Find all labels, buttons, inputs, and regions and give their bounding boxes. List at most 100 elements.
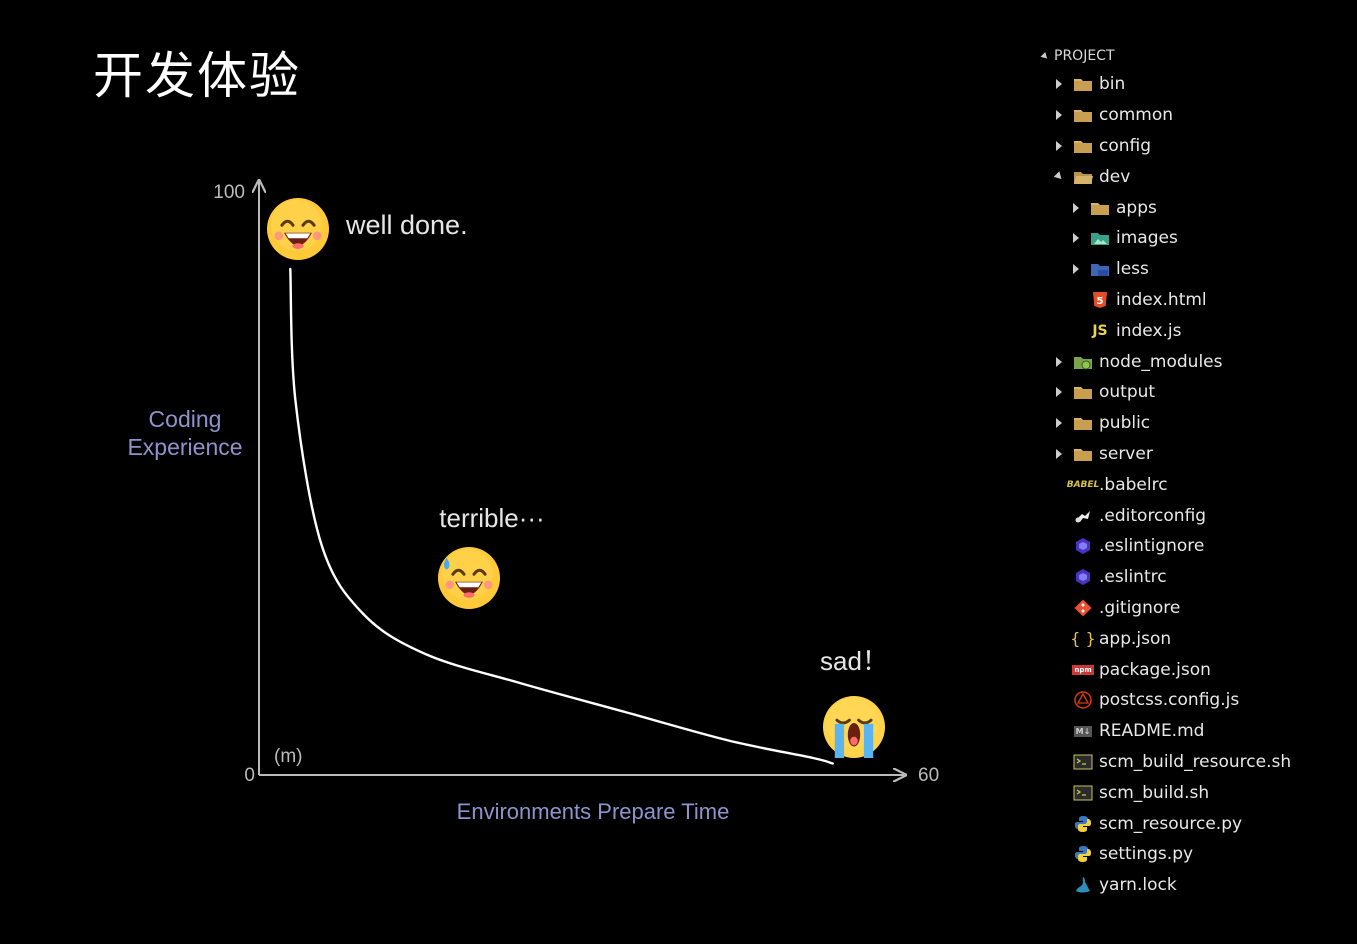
html5-icon: 5	[1087, 290, 1113, 310]
tree-file-item[interactable]: .eslintignore	[1036, 531, 1346, 562]
eye-left	[280, 219, 295, 227]
tree-item-label: .babelrc	[1099, 474, 1168, 495]
eye-right	[301, 219, 316, 227]
shell-icon	[1070, 783, 1096, 803]
blush-right	[312, 231, 322, 241]
js-icon: JS	[1092, 322, 1108, 339]
x-unit-label: (m)	[274, 746, 302, 767]
twisty-spacer	[1048, 814, 1070, 834]
file-explorer: PROJECT bin common config dev apps images less…	[1036, 43, 1346, 901]
eye-right	[472, 568, 487, 576]
tree-item-label: config	[1099, 135, 1152, 156]
tree-item-label: server	[1099, 443, 1153, 464]
tree-folder-item[interactable]: public	[1036, 408, 1346, 439]
tree-file-item[interactable]: scm_build_resource.sh	[1036, 747, 1346, 778]
tree-item-label: less	[1116, 259, 1149, 280]
tree-item-label: settings.py	[1099, 844, 1194, 865]
chevron-right-icon[interactable]	[1065, 228, 1087, 248]
chevron-right-icon[interactable]	[1048, 74, 1070, 94]
tree-folder-item[interactable]: node_modules	[1036, 346, 1346, 377]
tree-folder-item[interactable]: server	[1036, 439, 1346, 470]
tree-file-item[interactable]: M↓ README.md	[1036, 716, 1346, 747]
babel-icon: BABEL	[1066, 479, 1100, 490]
tree-file-item[interactable]: settings.py	[1036, 839, 1346, 870]
folder-icon	[1070, 413, 1096, 433]
tree-item-label: node_modules	[1099, 351, 1223, 372]
explorer-header[interactable]: PROJECT	[1036, 43, 1346, 69]
experience-chart: 0 60 100 (m) Environments Prepare Time Coding…	[127, 0, 939, 824]
y-axis-label: Experience	[127, 434, 242, 460]
twisty-spacer	[1048, 567, 1070, 587]
chevron-right-icon[interactable]	[1048, 382, 1070, 402]
folder-open-icon	[1070, 167, 1096, 187]
tree-file-item[interactable]: .eslintrc	[1036, 562, 1346, 593]
tree-folder-item[interactable]: dev	[1036, 161, 1346, 192]
twisty-spacer	[1048, 752, 1070, 772]
tree-file-item[interactable]: { } app.json	[1036, 623, 1346, 654]
chevron-right-icon[interactable]	[1065, 198, 1087, 218]
folder-node-icon	[1070, 352, 1096, 372]
sweat-drop	[443, 557, 450, 570]
twisty-spacer	[1048, 660, 1070, 680]
tree-file-item[interactable]: 5 index.html	[1036, 285, 1346, 316]
grinning-face-icon	[267, 198, 329, 260]
twisty-spacer	[1065, 321, 1087, 341]
annotation-label: sad！	[820, 646, 888, 676]
chevron-right-icon[interactable]	[1048, 413, 1070, 433]
tree-file-item[interactable]: yarn.lock	[1036, 870, 1346, 901]
twisty-spacer	[1048, 536, 1070, 556]
folder-icon	[1070, 74, 1096, 94]
tree-folder-item[interactable]: config	[1036, 131, 1346, 162]
tree-file-item[interactable]: JS index.js	[1036, 315, 1346, 346]
tree-file-item[interactable]: npm package.json	[1036, 654, 1346, 685]
grinning-sweat-face-icon	[438, 547, 500, 609]
tree-item-label: README.md	[1099, 721, 1205, 742]
tree-item-label: .gitignore	[1099, 597, 1181, 618]
tree-item-label: public	[1099, 413, 1151, 434]
shell-icon	[1070, 752, 1096, 772]
tree-folder-item[interactable]: bin	[1036, 69, 1346, 100]
x-tick-label: 0	[244, 765, 255, 786]
eslint-icon	[1070, 536, 1096, 556]
tree-file-item[interactable]: postcss.config.js	[1036, 685, 1346, 716]
tear-left	[834, 723, 845, 758]
tree-file-item[interactable]: scm_resource.py	[1036, 808, 1346, 839]
tree-item-label: images	[1116, 228, 1178, 249]
tree-item-label: scm_build.sh	[1099, 782, 1210, 803]
tongue	[850, 736, 858, 746]
x-axis-label: Environments Prepare Time	[457, 799, 730, 824]
tree-item-label: package.json	[1099, 659, 1211, 680]
folder-images-icon	[1087, 228, 1113, 248]
tree-folder-item[interactable]: apps	[1036, 192, 1346, 223]
svg-text:5: 5	[1097, 296, 1104, 307]
eye-left	[451, 568, 466, 576]
tree-file-item[interactable]: BABEL .babelrc	[1036, 469, 1346, 500]
chevron-right-icon[interactable]	[1065, 259, 1087, 279]
tree-file-item[interactable]: .gitignore	[1036, 593, 1346, 624]
blush-right	[483, 580, 493, 590]
twisty-spacer	[1048, 721, 1070, 741]
y-axis-label: Coding	[149, 406, 222, 432]
folder-icon	[1070, 136, 1096, 156]
tree-folder-item[interactable]: less	[1036, 254, 1346, 285]
npm-icon: npm	[1072, 664, 1094, 675]
tree-folder-item[interactable]: output	[1036, 377, 1346, 408]
tree-file-item[interactable]: scm_build.sh	[1036, 777, 1346, 808]
chevron-right-icon[interactable]	[1048, 105, 1070, 125]
tree-item-label: dev	[1099, 166, 1131, 187]
face-highlight	[442, 548, 493, 600]
chevron-down-icon[interactable]	[1048, 167, 1070, 187]
chevron-right-icon[interactable]	[1048, 352, 1070, 372]
chevron-right-icon[interactable]	[1048, 136, 1070, 156]
folder-icon	[1087, 198, 1113, 218]
twisty-spacer	[1048, 598, 1070, 618]
tree-folder-item[interactable]: common	[1036, 100, 1346, 131]
tree-item-label: scm_resource.py	[1099, 813, 1243, 834]
tree-folder-item[interactable]: images	[1036, 223, 1346, 254]
markdown-icon: M↓	[1073, 725, 1093, 737]
chevron-right-icon[interactable]	[1048, 444, 1070, 464]
chevron-down-icon	[1036, 46, 1054, 66]
json-icon: { }	[1070, 629, 1096, 649]
tree-file-item[interactable]: .editorconfig	[1036, 500, 1346, 531]
twisty-spacer	[1065, 290, 1087, 310]
